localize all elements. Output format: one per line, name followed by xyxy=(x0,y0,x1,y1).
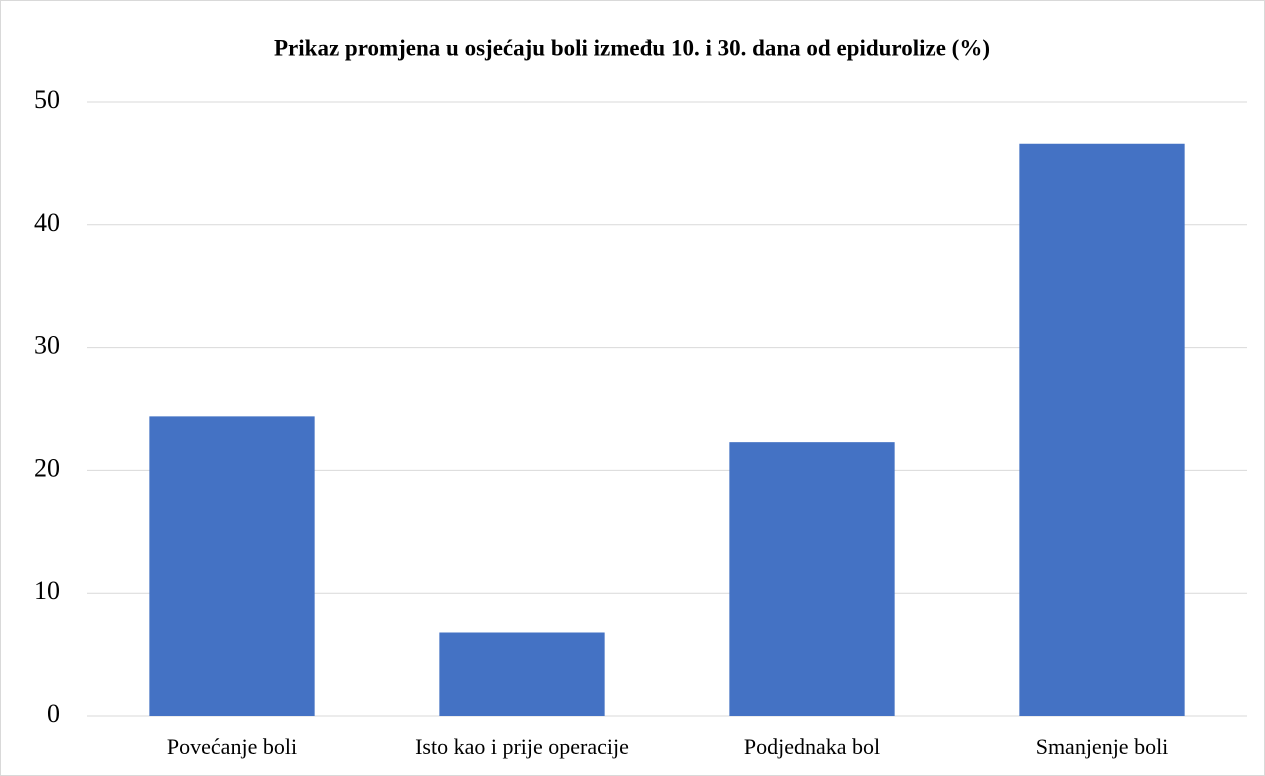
x-tick-label: Isto kao i prije operacije xyxy=(415,734,629,759)
y-tick-label: 0 xyxy=(47,699,60,728)
x-tick-label: Podjednaka bol xyxy=(744,734,880,759)
x-tick-label: Smanjenje boli xyxy=(1036,734,1169,759)
bar xyxy=(1019,143,1185,716)
y-tick-label: 30 xyxy=(34,331,60,360)
y-tick-label: 50 xyxy=(34,85,60,114)
bar xyxy=(149,416,315,716)
x-tick-label: Povećanje boli xyxy=(167,734,297,759)
bar xyxy=(439,632,605,716)
y-tick-label: 10 xyxy=(34,576,60,605)
chart-title: Prikaz promjena u osjećaju boli između 1… xyxy=(274,35,990,60)
y-tick-label: 40 xyxy=(34,208,60,237)
y-tick-label: 20 xyxy=(34,453,60,482)
bar xyxy=(729,442,895,716)
